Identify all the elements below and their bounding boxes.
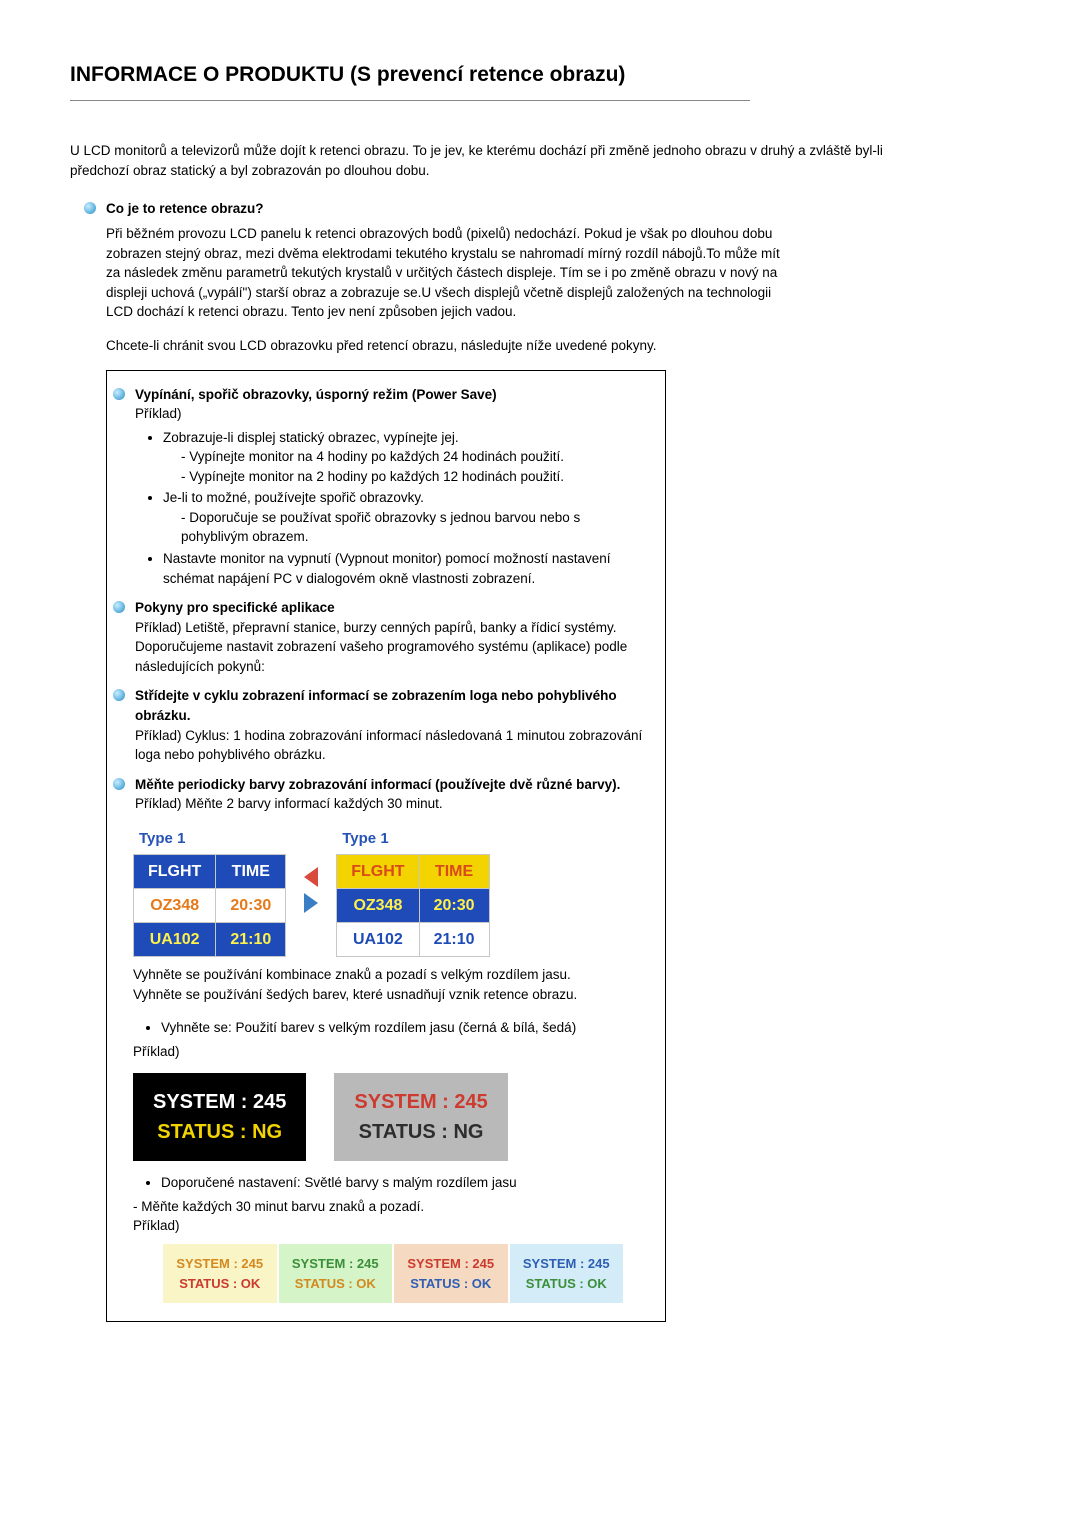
table-cell: UA102: [337, 922, 419, 956]
system-box: SYSTEM : 245STATUS : NG: [133, 1073, 306, 1161]
intro-text: U LCD monitorů a televizorů může dojít k…: [70, 141, 890, 180]
bullet-icon: [113, 601, 125, 613]
text: Vyhněte se používání šedých barev, které…: [133, 985, 647, 1005]
table-cell: 21:10: [216, 922, 286, 956]
arrow-right-icon: [304, 893, 318, 913]
list-item: Zobrazuje-li displej statický obrazec, v…: [163, 428, 647, 487]
section1-p1: Při běžném provozu LCD panelu k retenci …: [70, 224, 790, 322]
type-label: Type 1: [133, 824, 286, 854]
table-cell: 20:30: [216, 888, 286, 922]
system-status-grid: SYSTEM : 245STATUS : OKSYSTEM : 245STATU…: [163, 1244, 623, 1303]
section1-p2: Chcete-li chránit svou LCD obrazovku pře…: [70, 336, 790, 356]
table-cell: TIME: [419, 854, 489, 888]
text: Vyhněte se používání kombinace znaků a p…: [133, 965, 647, 985]
section-heading: Co je to retence obrazu?: [70, 199, 1010, 219]
list-item: Nastavte monitor na vypnutí (Vypnout mon…: [163, 549, 647, 588]
text: Příklad) Měňte 2 barvy informací každých…: [135, 794, 647, 814]
table-cell: 21:10: [419, 922, 489, 956]
example-label: Příklad): [133, 1216, 647, 1236]
after-flight-text: Vyhněte se používání kombinace znaků a p…: [113, 965, 647, 1061]
table-cell: 20:30: [419, 888, 489, 922]
system-boxes-row: SYSTEM : 245STATUS : NG SYSTEM : 245STATU…: [133, 1073, 647, 1161]
system-cell: SYSTEM : 245STATUS : OK: [394, 1244, 508, 1303]
type-label: Type 1: [336, 824, 489, 854]
table-cell: OZ348: [337, 888, 419, 922]
list-item: Doporučené nastavení: Světlé barvy s mal…: [161, 1173, 647, 1193]
box-item-1-title: Vypínání, spořič obrazovky, úsporný reži…: [135, 385, 647, 405]
flight-table-right: FLGHTTIMEOZ34820:30UA10221:10: [336, 854, 489, 958]
swap-arrows: [304, 867, 318, 913]
system-cell: SYSTEM : 245STATUS : OK: [510, 1244, 624, 1303]
box-item-4: Měňte periodicky barvy zobrazování infor…: [113, 775, 647, 814]
flight-table-left-wrap: Type 1 FLGHTTIMEOZ34820:30UA10221:10: [133, 824, 286, 957]
table-cell: TIME: [216, 854, 286, 888]
list-item: Je-li to možné, používejte spořič obrazo…: [163, 488, 647, 547]
text: Doporučujeme nastavit zobrazení vašeho p…: [135, 637, 647, 676]
title-divider: [70, 100, 750, 101]
box-item-3: Střídejte v cyklu zobrazení informací se…: [113, 686, 647, 764]
flight-tables-row: Type 1 FLGHTTIMEOZ34820:30UA10221:10 Typ…: [133, 824, 647, 957]
text: Příklad) Cyklus: 1 hodina zobrazování in…: [135, 726, 647, 765]
section-title: Co je to retence obrazu?: [106, 199, 264, 219]
bullet-icon: [113, 689, 125, 701]
table-cell: FLGHT: [337, 854, 419, 888]
system-cell: SYSTEM : 245STATUS : OK: [163, 1244, 277, 1303]
example-label: Příklad): [133, 1042, 647, 1062]
bullet-icon: [84, 202, 96, 214]
flight-table-left: FLGHTTIMEOZ34820:30UA10221:10: [133, 854, 286, 958]
list-item: Vyhněte se: Použití barev s velkým rozdí…: [161, 1018, 647, 1038]
box-item-3-title: Střídejte v cyklu zobrazení informací se…: [135, 686, 647, 725]
box-item-2: Pokyny pro specifické aplikace Příklad) …: [113, 598, 647, 676]
bullet-icon: [113, 778, 125, 790]
table-cell: OZ348: [134, 888, 216, 922]
instructions-box: Vypínání, spořič obrazovky, úsporný reži…: [106, 370, 666, 1323]
recommended-block: Doporučené nastavení: Světlé barvy s mal…: [113, 1173, 647, 1236]
system-cell: SYSTEM : 245STATUS : OK: [279, 1244, 393, 1303]
box-item-2-title: Pokyny pro specifické aplikace: [135, 598, 647, 618]
arrow-left-icon: [304, 867, 318, 887]
box-item-4-title: Měňte periodicky barvy zobrazování infor…: [135, 775, 647, 795]
flight-table-right-wrap: Type 1 FLGHTTIMEOZ34820:30UA10221:10: [336, 824, 489, 957]
page-title: INFORMACE O PRODUKTU (S prevencí retence…: [70, 60, 1010, 90]
text: - Měňte každých 30 minut barvu znaků a p…: [133, 1197, 647, 1217]
table-cell: UA102: [134, 922, 216, 956]
box-item-1-list: Zobrazuje-li displej statický obrazec, v…: [135, 428, 647, 589]
example-label: Příklad): [135, 404, 647, 424]
table-cell: FLGHT: [134, 854, 216, 888]
box-item-1: Vypínání, spořič obrazovky, úsporný reži…: [113, 385, 647, 593]
bullet-icon: [113, 388, 125, 400]
text: Příklad) Letiště, přepravní stanice, bur…: [135, 618, 647, 638]
system-box: SYSTEM : 245STATUS : NG: [334, 1073, 507, 1161]
